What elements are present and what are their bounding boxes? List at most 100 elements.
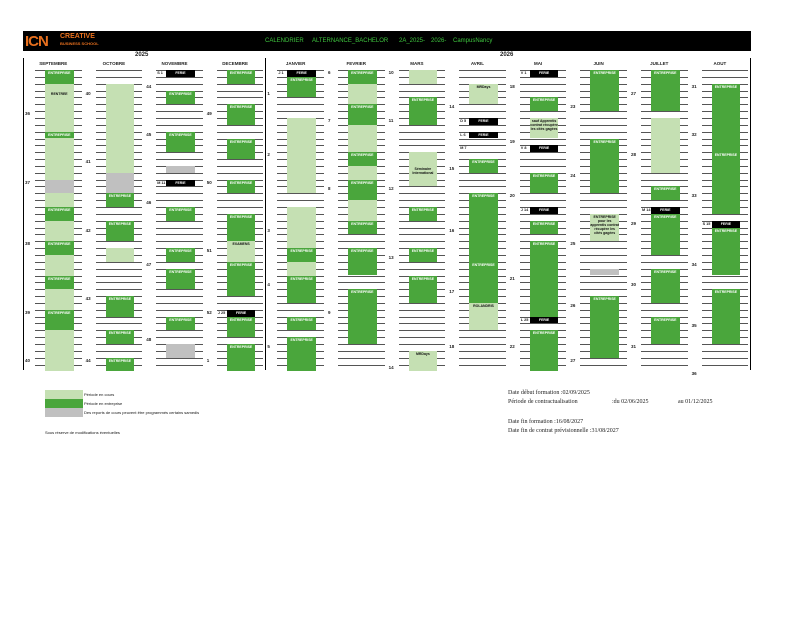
month-column: OCTOBRE xyxy=(84,58,145,370)
day-rule xyxy=(156,104,203,106)
month-column: SEPTEMBRE xyxy=(23,58,84,370)
day-rule xyxy=(459,111,506,113)
day-rule xyxy=(459,186,506,188)
week-number: 7 xyxy=(328,117,331,123)
jul-e5-label: ENTREPRISE xyxy=(654,317,677,322)
week-number: 33 xyxy=(691,193,697,199)
legend-company: Période en entreprise xyxy=(84,401,123,406)
aug-e3 xyxy=(711,227,741,276)
week-number: 19 xyxy=(509,138,515,144)
year-2025: 2025 xyxy=(135,52,149,58)
nov-e2 xyxy=(166,131,195,153)
day-rule xyxy=(156,357,203,359)
day-rule xyxy=(338,282,385,284)
dec-examens xyxy=(226,241,256,262)
dec-e2-label: ENTREPRISE xyxy=(229,105,253,110)
feb-e4 xyxy=(348,179,377,201)
month-name: OCTOBRE xyxy=(102,61,126,66)
feb-e3-label: ENTREPRISE xyxy=(351,153,374,158)
week-number: 16 xyxy=(449,227,455,233)
week-number: 52 xyxy=(206,309,212,315)
day-rule xyxy=(519,159,567,161)
jun-e2-label: ENTREPRISE xyxy=(593,139,616,144)
apr-e2-label: ENTREPRISE xyxy=(472,194,495,199)
week-number: 8 xyxy=(328,186,331,192)
day-rule xyxy=(641,254,688,256)
day-rule xyxy=(580,248,627,250)
apr-rolandris-label: ROLANDRIS xyxy=(473,303,494,308)
mar-e4 xyxy=(408,275,438,303)
jan-ferie xyxy=(287,70,316,77)
jan-e3 xyxy=(287,275,316,303)
title-year-2: 2026- xyxy=(431,38,447,44)
day-rule xyxy=(216,200,264,202)
day-rule xyxy=(459,152,506,154)
day-rule xyxy=(398,145,446,147)
day-tag: V 1 xyxy=(520,71,527,75)
week-number: 49 xyxy=(206,111,212,117)
may-ferie xyxy=(529,70,559,77)
dec-e4 xyxy=(226,179,256,194)
week-number: 42 xyxy=(85,227,91,233)
day-rule xyxy=(398,131,446,133)
day-rule xyxy=(156,186,203,188)
month-column: JUIN xyxy=(568,58,629,370)
may-e5-label: ENTREPRISE xyxy=(532,331,556,336)
day-tag: S 1 xyxy=(157,71,163,75)
sep-e4 xyxy=(45,241,74,255)
aug-e4 xyxy=(711,289,741,344)
jan-ferie-label: FERIE xyxy=(296,71,307,75)
dec-e1 xyxy=(226,70,256,84)
day-rule xyxy=(156,193,203,195)
day-rule xyxy=(398,241,446,243)
may-note xyxy=(529,117,559,139)
dec-e8 xyxy=(226,344,256,372)
day-tag: M 11 xyxy=(157,180,166,185)
jun-note xyxy=(590,213,619,242)
jun-e1-label: ENTREPRISE xyxy=(593,71,616,75)
day-rule xyxy=(580,193,627,195)
month-name: SEPTEMBRE xyxy=(39,61,68,66)
day-rule xyxy=(95,289,143,291)
week-number: 12 xyxy=(388,186,394,192)
dec-e8-label: ENTREPRISE xyxy=(229,345,253,349)
week-number: 23 xyxy=(570,104,576,110)
day-rule xyxy=(277,302,324,304)
mar-e1 xyxy=(408,97,438,125)
nov-e6 xyxy=(166,316,195,331)
week-number: 41 xyxy=(85,159,91,165)
day-rule xyxy=(459,357,506,359)
week-number: 3 xyxy=(267,227,270,233)
day-rule xyxy=(338,357,385,359)
feb-e5-label: ENTREPRISE xyxy=(351,221,374,226)
feb-e3 xyxy=(348,152,377,166)
day-rule xyxy=(701,213,749,215)
info-contract-to: au 01/12/2025 xyxy=(678,399,713,405)
week-number: 36 xyxy=(691,371,697,377)
divider xyxy=(265,58,267,370)
month-column: DECEMBRE xyxy=(205,58,266,370)
day-rule xyxy=(95,323,143,325)
day-rule xyxy=(459,330,506,332)
day-rule xyxy=(156,296,203,298)
dec-e4-label: ENTREPRISE xyxy=(229,180,253,185)
title-alternance: ALTERNANCE_BACHELOR xyxy=(312,38,389,44)
day-rule xyxy=(156,302,203,304)
may-ferie4 xyxy=(529,316,559,324)
month-column: MARS xyxy=(387,58,448,370)
dec-e3-label: ENTREPRISE xyxy=(229,139,253,144)
week-number: 15 xyxy=(449,165,455,171)
aug-ferie xyxy=(711,220,741,228)
mar-e2-label: ENTREPRISE xyxy=(411,208,435,212)
week-number: 48 xyxy=(146,337,152,343)
week-number: 21 xyxy=(509,275,515,281)
oct-e1-label: ENTREPRISE xyxy=(108,194,132,199)
day-rule xyxy=(701,357,749,359)
day-tag: V 8 xyxy=(520,146,527,151)
day-rule xyxy=(338,350,385,352)
week-number: 14 xyxy=(388,364,394,370)
jun-e1 xyxy=(590,70,619,112)
may-ferie2 xyxy=(529,145,559,153)
day-rule xyxy=(277,97,324,99)
dec-ferie xyxy=(226,309,256,317)
